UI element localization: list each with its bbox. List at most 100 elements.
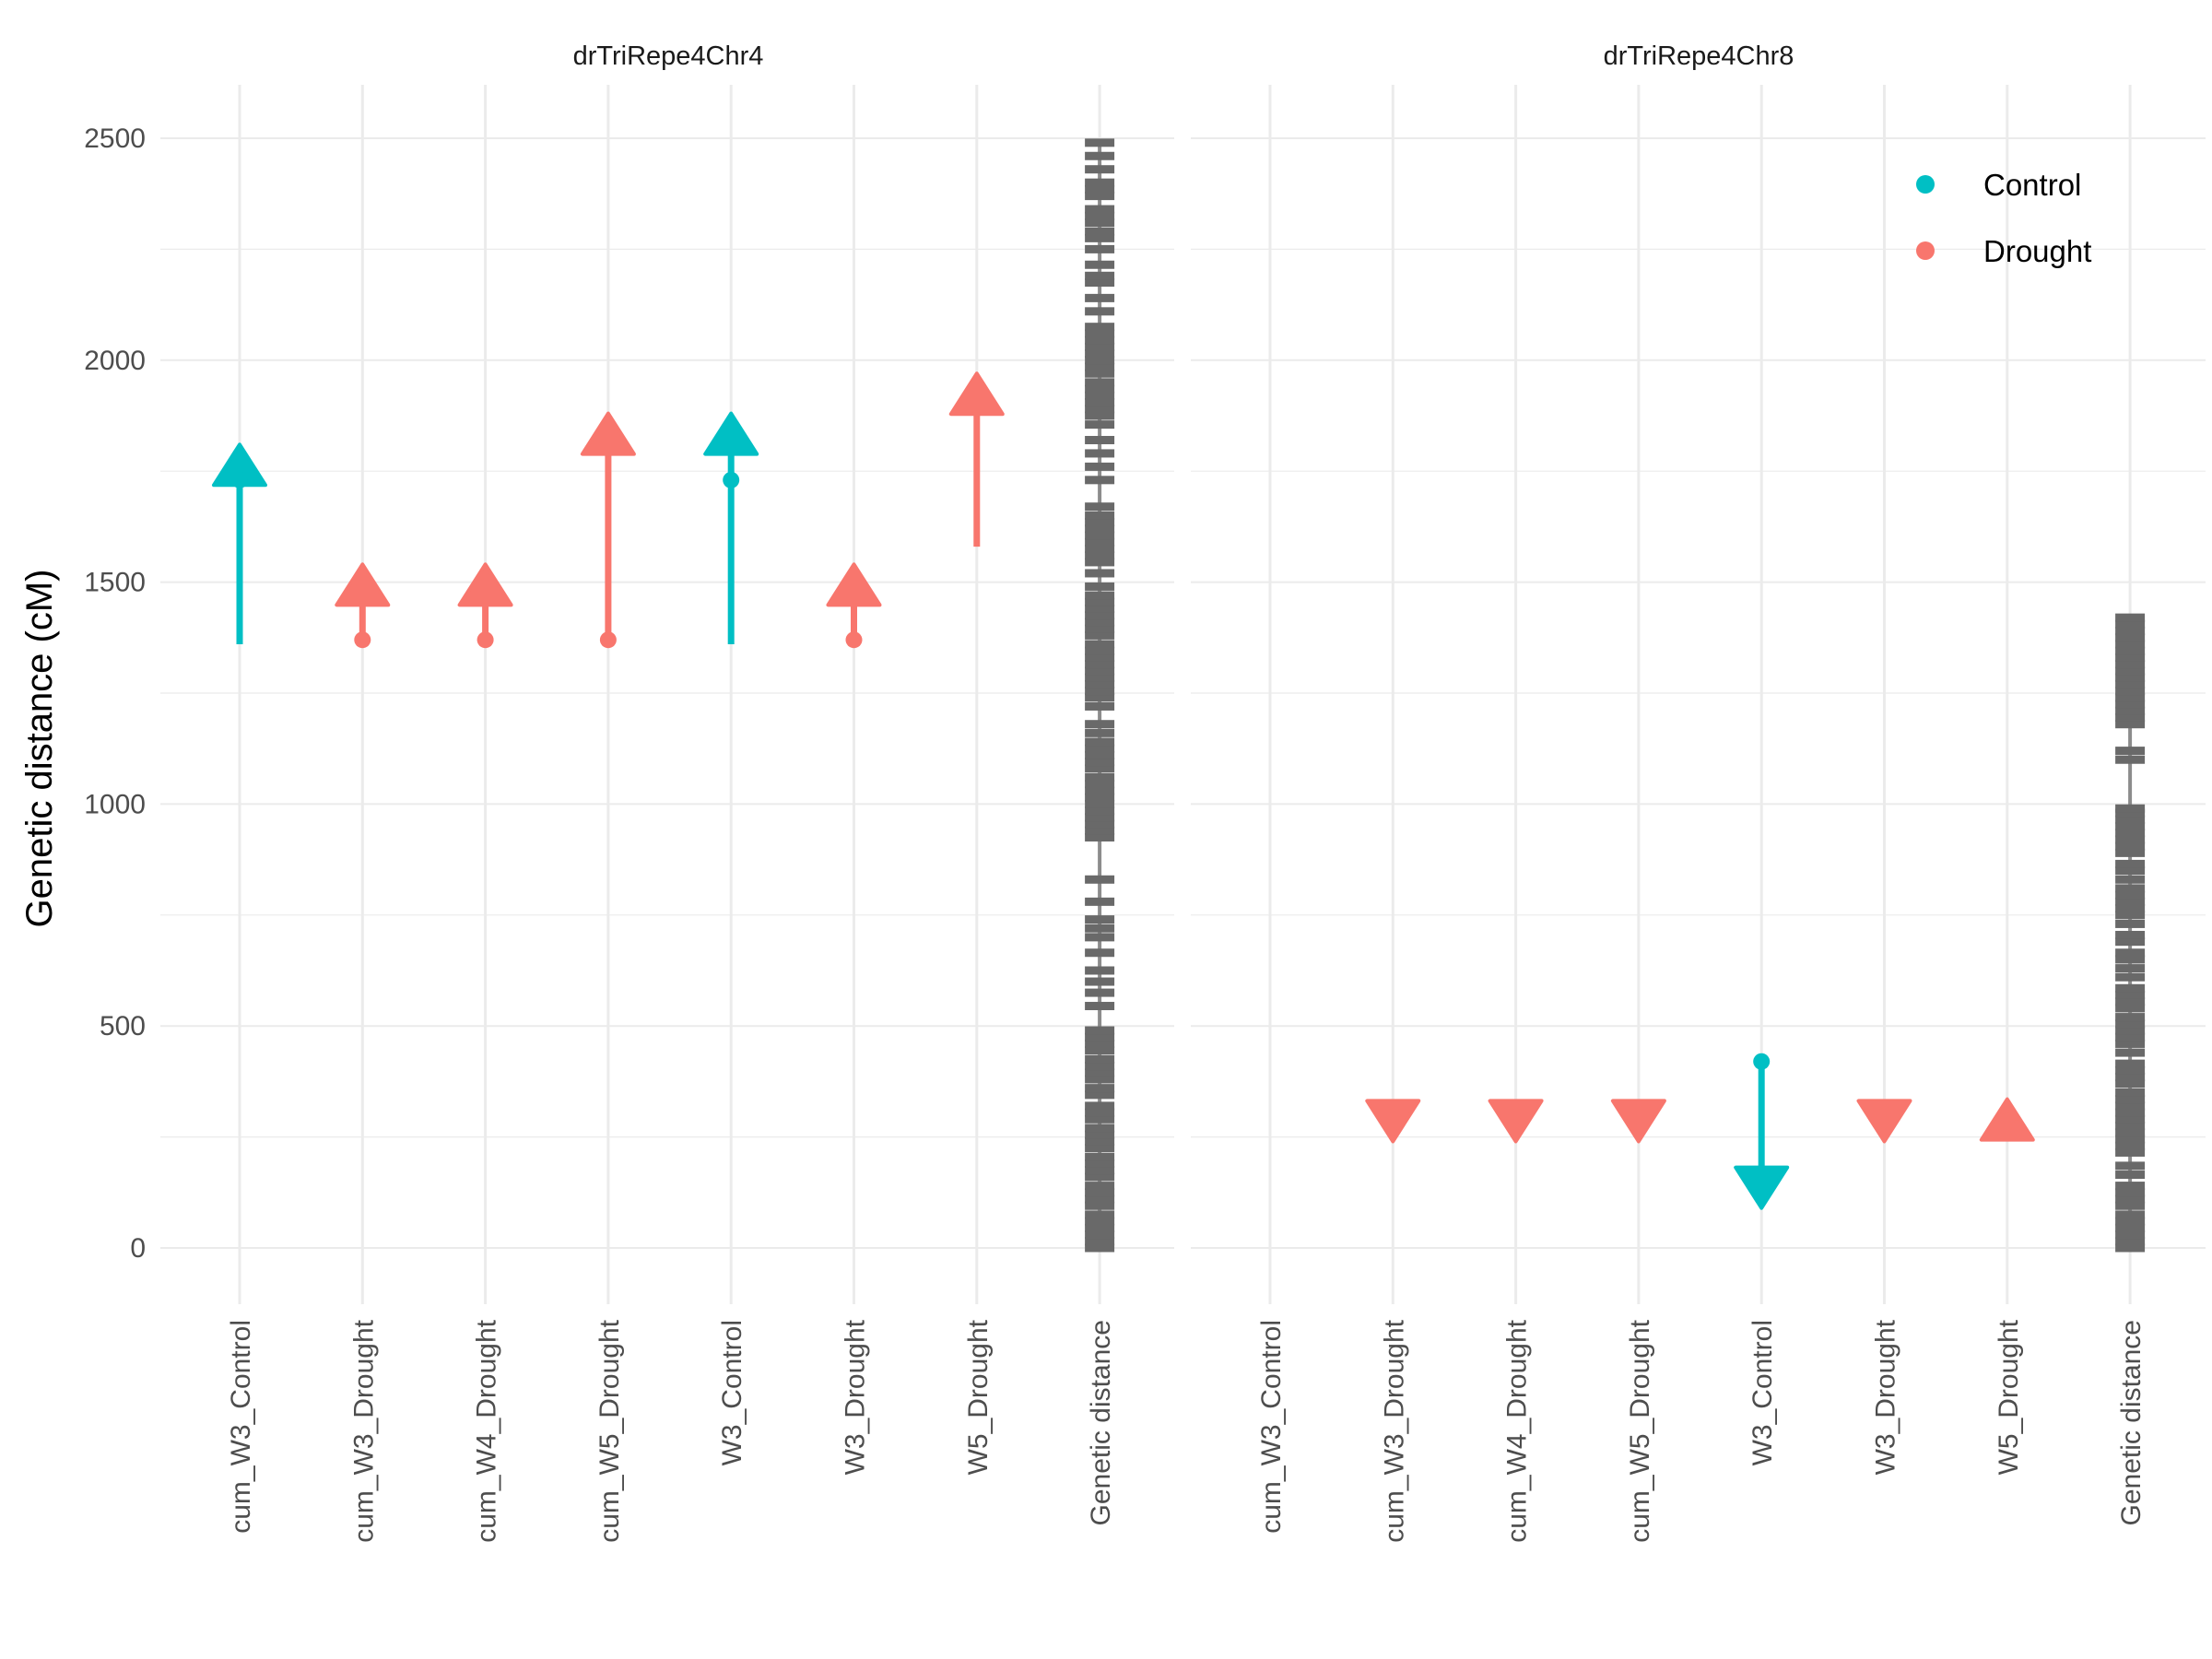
qtl-point	[231, 471, 248, 488]
marker-tick	[1085, 342, 1115, 351]
marker-tick	[1085, 502, 1115, 512]
marker-tick	[1085, 1130, 1115, 1139]
marker-tick	[2115, 808, 2146, 818]
marker-tick	[1085, 329, 1115, 338]
marker-tick	[1085, 362, 1115, 371]
marker-tick	[1085, 1124, 1115, 1133]
marker-tick	[1085, 988, 1115, 997]
marker-tick	[1085, 653, 1115, 662]
x-tick-label: W3_Drought	[841, 1319, 871, 1475]
qtl-point	[845, 631, 863, 649]
marker-tick	[1085, 271, 1115, 280]
x-tick-label: cum_W3_Drought	[348, 1319, 379, 1542]
marker-tick	[1085, 1152, 1115, 1161]
marker-tick	[2115, 1128, 2146, 1137]
marker-tick	[2115, 1039, 2146, 1048]
marker-tick	[1085, 218, 1115, 228]
marker-tick	[1085, 701, 1115, 711]
marker-tick	[2115, 1013, 2146, 1022]
marker-tick	[1085, 307, 1115, 316]
qtl-point	[723, 471, 740, 488]
marker-tick	[2115, 693, 2146, 702]
marker-tick	[1085, 666, 1115, 676]
marker-tick	[1085, 369, 1115, 378]
marker-tick	[2115, 1182, 2146, 1191]
marker-tick	[1085, 591, 1115, 600]
x-tick-label: W3_Drought	[1871, 1319, 1901, 1475]
marker-tick	[1085, 1046, 1115, 1055]
qtl-point	[1998, 1112, 2016, 1130]
qtl-point	[1753, 1053, 1771, 1070]
marker-tick	[2115, 859, 2146, 868]
gridlines	[160, 85, 1174, 1304]
marker-tick	[1085, 750, 1115, 759]
marker-tick	[1085, 293, 1115, 302]
marker-tick	[1085, 737, 1115, 747]
marker-tick	[1085, 1026, 1115, 1035]
marker-tick	[1085, 1194, 1115, 1204]
marker-tick	[1085, 1144, 1115, 1153]
marker-tick	[1085, 875, 1115, 884]
marker-tick	[2115, 821, 2146, 830]
marker-tick	[1085, 178, 1115, 187]
marker-tick	[1085, 604, 1115, 613]
marker-tick	[2115, 1188, 2146, 1197]
marker-tick	[2115, 1073, 2146, 1082]
marker-tick	[1085, 1090, 1115, 1100]
marker-tick	[2115, 1223, 2146, 1232]
marker-tick	[1085, 1159, 1115, 1168]
marker-tick	[2115, 1147, 2146, 1157]
marker-tick	[1085, 582, 1115, 591]
marker-tick	[2115, 1079, 2146, 1088]
marker-tick	[2115, 1243, 2146, 1253]
marker-tick	[2115, 1194, 2146, 1204]
marker-tick	[2115, 627, 2146, 636]
marker-tick	[1085, 1136, 1115, 1146]
marker-tick	[2115, 660, 2146, 669]
marker-tick	[1085, 462, 1115, 471]
marker-tick	[1085, 398, 1115, 407]
marker-tick	[1085, 624, 1115, 633]
y-tick-label: 2500	[84, 124, 146, 154]
marker-tick	[2115, 687, 2146, 696]
marker-tick	[1085, 826, 1115, 835]
marker-tick	[2115, 1048, 2146, 1057]
marker-tick	[2115, 640, 2146, 649]
marker-tick	[2115, 937, 2146, 947]
marker-tick	[1085, 1243, 1115, 1253]
marker-tick	[2115, 904, 2146, 913]
marker-tick	[1085, 1230, 1115, 1240]
marker-tick	[2115, 1171, 2146, 1180]
marker-tick	[1085, 915, 1115, 924]
marker-tick	[1085, 1062, 1115, 1071]
arrow-head	[826, 562, 882, 607]
marker-tick	[2115, 700, 2146, 709]
marker-tick	[1085, 192, 1115, 201]
marker-tick	[2115, 1122, 2146, 1131]
marker-tick	[1085, 476, 1115, 485]
x-tick-label: W5_Drought	[1994, 1319, 2024, 1475]
marker-tick	[2115, 1210, 2146, 1219]
marker-tick	[1085, 1002, 1115, 1011]
marker-tick	[2115, 948, 2146, 958]
marker-tick	[2115, 983, 2146, 993]
marker-tick	[1085, 799, 1115, 808]
marker-tick	[1085, 1039, 1115, 1048]
y-axis-ticks: 0 500 1000 1500 2000 2500	[84, 124, 146, 1264]
marker-tick	[1085, 673, 1115, 682]
marker-tick	[1085, 1166, 1115, 1175]
marker-tick	[2115, 1032, 2146, 1041]
marker-tick	[2115, 1237, 2146, 1246]
arrow-head	[335, 562, 391, 607]
marker-tick	[1085, 551, 1115, 560]
marker-tick	[1085, 405, 1115, 414]
marker-tick	[1085, 786, 1115, 795]
marker-tick	[2115, 897, 2146, 906]
marker-tick	[2115, 866, 2146, 876]
marker-tick	[1085, 1075, 1115, 1084]
marker-tick	[1085, 897, 1115, 906]
marker-tick	[2115, 815, 2146, 824]
marker-tick	[1085, 813, 1115, 822]
marker-tick	[2115, 1114, 2146, 1124]
marker-tick	[1085, 420, 1115, 429]
